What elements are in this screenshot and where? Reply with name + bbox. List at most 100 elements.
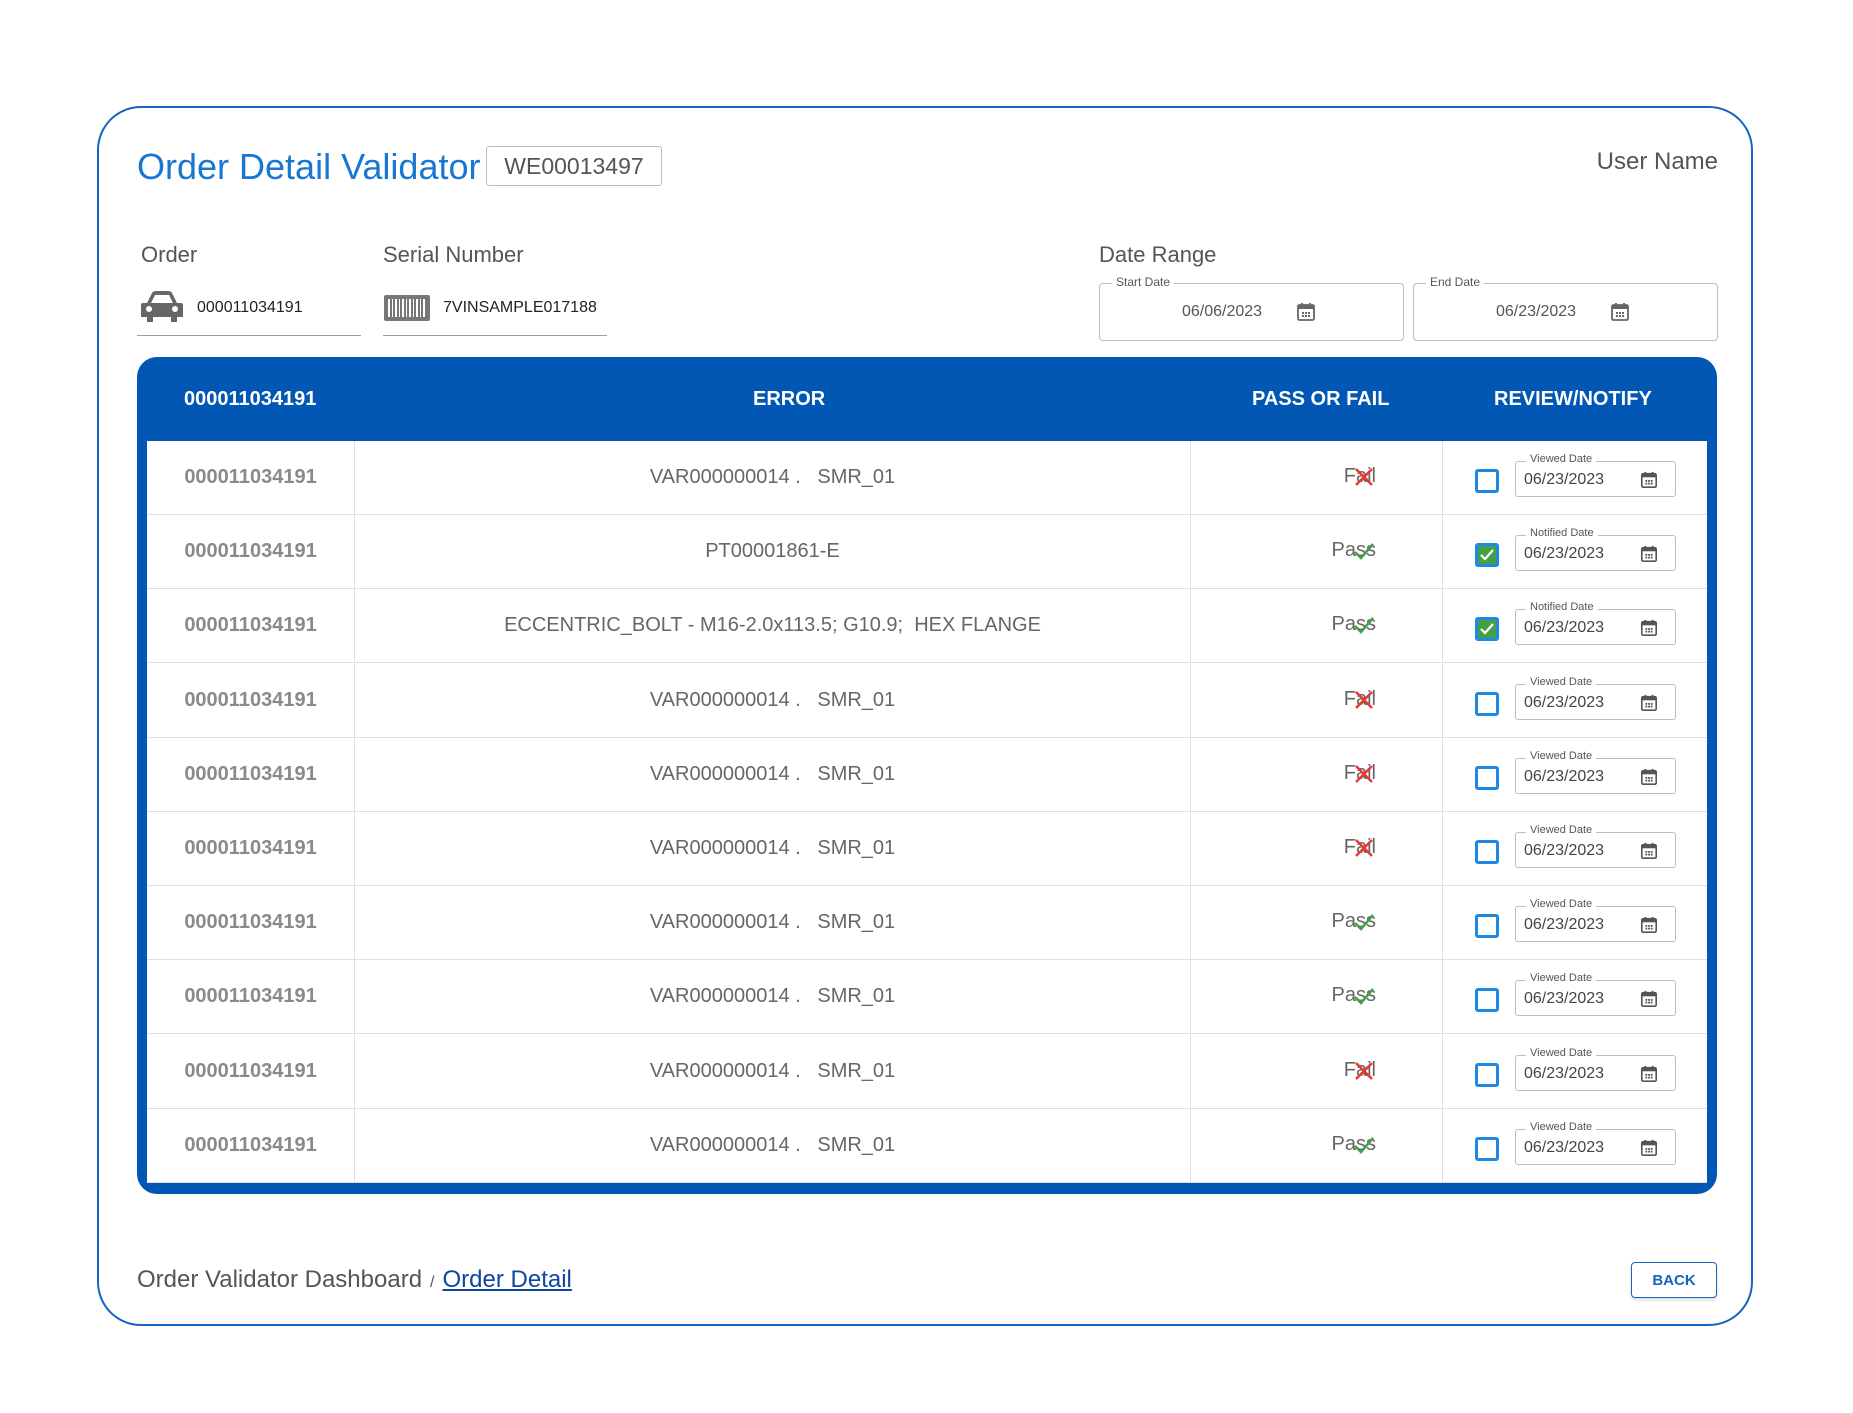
serial-underline: [383, 335, 607, 336]
start-date-field[interactable]: Start Date 06/06/2023: [1099, 275, 1404, 341]
cell-error: VAR000000014 . SMR_01: [355, 886, 1191, 960]
cell-error: VAR000000014 . SMR_01: [355, 1108, 1191, 1182]
cell-order: 000011034191: [147, 589, 355, 663]
end-date-value[interactable]: 06/23/2023: [1496, 303, 1577, 320]
order-code-field[interactable]: WE00013497: [486, 146, 662, 186]
close-icon: [1353, 1060, 1375, 1087]
review-date-value[interactable]: 06/23/2023: [1524, 842, 1605, 859]
calendar-icon[interactable]: [1296, 302, 1316, 327]
review-checkbox[interactable]: [1475, 1062, 1499, 1087]
end-date-field[interactable]: End Date 06/23/2023: [1413, 275, 1718, 341]
check-icon: [1353, 1134, 1375, 1161]
calendar-icon[interactable]: [1640, 768, 1658, 791]
review-checkbox[interactable]: [1475, 617, 1499, 642]
review-date-label: Viewed Date: [1526, 1046, 1597, 1059]
review-date-label: Viewed Date: [1526, 1120, 1597, 1133]
review-checkbox[interactable]: [1475, 543, 1499, 568]
review-checkbox[interactable]: [1475, 988, 1499, 1013]
review-date-label: Notified Date: [1526, 527, 1598, 540]
calendar-icon[interactable]: [1640, 619, 1658, 642]
cell-review-notify: Notified Date 06/23/2023: [1443, 515, 1707, 588]
review-date-value[interactable]: 06/23/2023: [1524, 990, 1605, 1008]
breadcrumb-root[interactable]: Order Validator Dashboard: [137, 1266, 423, 1293]
review-date-value[interactable]: 06/23/2023: [1524, 471, 1605, 488]
serial-label: Serial Number: [383, 242, 524, 267]
breadcrumb: Order Validator Dashboard / Order Detail: [137, 1266, 572, 1294]
cell-review-notify: Viewed Date 06/23/2023: [1443, 886, 1707, 959]
cell-pass-fail: Fail: [1191, 737, 1443, 811]
result-text: Pass: [1331, 1132, 1376, 1155]
table-row: 000011034191 VAR000000014 . SMR_01 Fail Vie…: [147, 663, 1707, 738]
check-icon: [1353, 911, 1375, 938]
review-date-field[interactable]: Viewed Date 06/23/2023: [1515, 675, 1676, 720]
review-date-field[interactable]: Viewed Date 06/23/2023: [1515, 749, 1676, 794]
calendar-icon[interactable]: [1640, 916, 1658, 939]
table-row: 000011034191 VAR000000014 . SMR_01 Pass Vie…: [147, 886, 1707, 961]
review-date-label: Viewed Date: [1526, 824, 1597, 836]
close-icon: [1353, 837, 1375, 864]
calendar-icon[interactable]: [1640, 545, 1658, 568]
calendar-icon[interactable]: [1640, 471, 1658, 494]
back-button[interactable]: BACK: [1631, 1262, 1717, 1298]
calendar-icon[interactable]: [1640, 694, 1658, 717]
result-text: Pass: [1331, 984, 1376, 1007]
cell-pass-fail: Pass: [1191, 960, 1443, 1034]
serial-input[interactable]: 7VINSAMPLE017188: [443, 299, 597, 316]
review-checkbox[interactable]: [1475, 691, 1499, 716]
column-header-order[interactable]: 000011034191: [184, 387, 317, 410]
cell-review-notify: Viewed Date 06/23/2023: [1443, 1035, 1707, 1108]
review-date-field[interactable]: Notified Date 06/23/2023: [1515, 601, 1676, 646]
order-input[interactable]: 000011034191: [197, 299, 303, 316]
review-date-field[interactable]: Viewed Date 06/23/2023: [1515, 453, 1676, 497]
cell-error: VAR000000014 . SMR_01: [355, 737, 1191, 811]
result-text: Pass: [1331, 539, 1376, 562]
review-date-value[interactable]: 06/23/2023: [1524, 693, 1605, 711]
column-header-error[interactable]: ERROR: [753, 387, 826, 410]
calendar-icon[interactable]: [1640, 990, 1658, 1013]
table-body: 000011034191 VAR000000014 . SMR_01 Fail Vie…: [147, 441, 1707, 1183]
column-header-review-notify[interactable]: REVIEW/NOTIFY: [1494, 387, 1652, 410]
cell-error: VAR000000014 . SMR_01: [355, 441, 1191, 514]
cell-order: 000011034191: [147, 515, 355, 589]
cell-pass-fail: Pass: [1191, 1108, 1443, 1182]
review-date-field[interactable]: Viewed Date 06/23/2023: [1515, 898, 1676, 943]
order-label: Order: [141, 242, 198, 267]
review-date-value[interactable]: 06/23/2023: [1524, 1064, 1605, 1082]
review-date-value[interactable]: 06/23/2023: [1524, 767, 1605, 785]
review-date-value[interactable]: 06/23/2023: [1524, 1138, 1605, 1156]
review-date-field[interactable]: Viewed Date 06/23/2023: [1515, 1120, 1676, 1165]
review-date-field[interactable]: Viewed Date 06/23/2023: [1515, 1046, 1676, 1091]
table-row: 000011034191 VAR000000014 . SMR_01 Fail Vie…: [147, 1034, 1707, 1109]
review-date-value[interactable]: 06/23/2023: [1524, 916, 1605, 934]
cell-error: VAR000000014 . SMR_01: [355, 663, 1191, 737]
review-checkbox[interactable]: [1475, 840, 1499, 864]
breadcrumb-current[interactable]: Order Detail: [442, 1266, 572, 1293]
review-date-field[interactable]: Viewed Date 06/23/2023: [1515, 972, 1676, 1017]
calendar-icon[interactable]: [1640, 842, 1658, 865]
review-checkbox[interactable]: [1475, 914, 1499, 939]
column-header-pass-fail[interactable]: PASS OR FAIL: [1252, 387, 1390, 410]
table-row: 000011034191 VAR000000014 . SMR_01 Fail Vie…: [147, 441, 1707, 515]
start-date-value[interactable]: 06/06/2023: [1182, 303, 1263, 320]
review-date-field[interactable]: Notified Date 06/23/2023: [1515, 527, 1676, 572]
cell-order: 000011034191: [147, 886, 355, 960]
user-name[interactable]: User Name: [1596, 148, 1718, 175]
review-date-field[interactable]: Viewed Date 06/23/2023: [1515, 824, 1676, 868]
table-header: 000011034191 ERROR PASS OR FAIL REVIEW/N…: [137, 357, 1717, 441]
cell-error: PT00001861-E: [355, 515, 1191, 589]
calendar-icon[interactable]: [1640, 1065, 1658, 1088]
review-date-label: Viewed Date: [1526, 972, 1597, 985]
review-date-value[interactable]: 06/23/2023: [1524, 545, 1605, 563]
cell-pass-fail: Fail: [1191, 812, 1443, 885]
close-icon: [1353, 466, 1375, 493]
review-checkbox[interactable]: [1475, 1136, 1499, 1161]
close-icon: [1353, 689, 1375, 716]
cell-error: VAR000000014 . SMR_01: [355, 812, 1191, 885]
cell-pass-fail: Fail: [1191, 441, 1443, 514]
review-checkbox[interactable]: [1475, 469, 1499, 493]
results-table: 000011034191 ERROR PASS OR FAIL REVIEW/N…: [137, 357, 1717, 1194]
calendar-icon[interactable]: [1640, 1139, 1658, 1162]
calendar-icon[interactable]: [1610, 302, 1630, 327]
review-date-value[interactable]: 06/23/2023: [1524, 619, 1605, 637]
review-checkbox[interactable]: [1475, 765, 1499, 790]
